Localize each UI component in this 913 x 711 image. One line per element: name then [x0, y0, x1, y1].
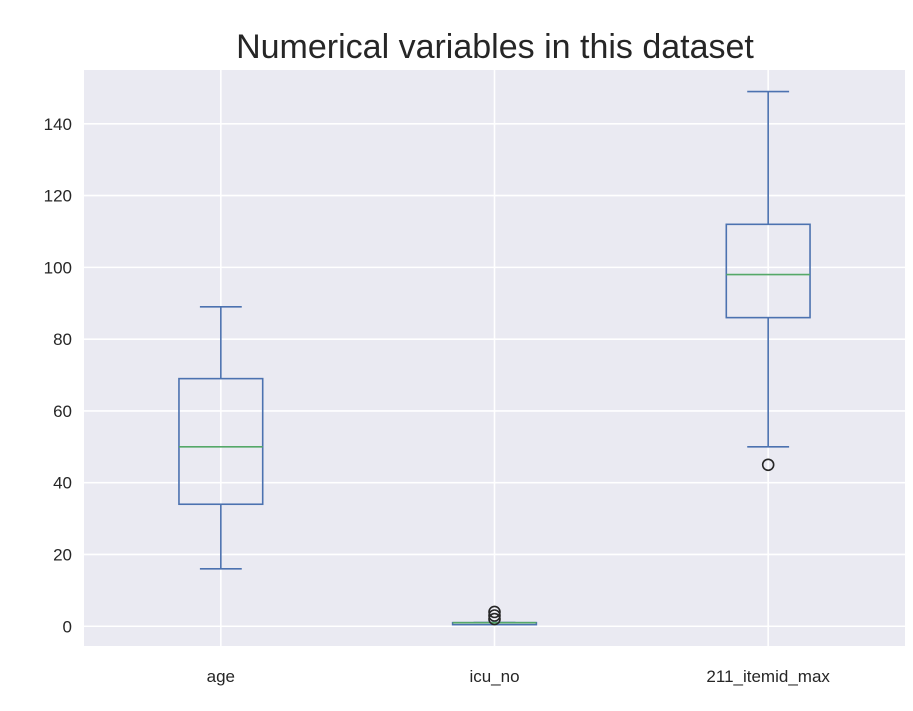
y-axis-ticks: 0 20 40 60 80 100 120 140 [44, 115, 72, 636]
box-icu-no [451, 605, 538, 626]
y-tick-label: 120 [44, 187, 72, 206]
box-age [178, 306, 264, 570]
outlier-point [488, 609, 501, 622]
y-tick-label: 60 [53, 402, 72, 421]
y-tick-label: 40 [53, 474, 72, 493]
x-tick-label: icu_no [469, 667, 519, 686]
y-tick-label: 80 [53, 330, 72, 349]
x-tick-label: 211_itemid_max [706, 667, 830, 686]
outlier-point [488, 612, 501, 626]
y-tick-label: 0 [63, 617, 72, 636]
outlier-point [488, 605, 501, 619]
iqr-box [178, 377, 264, 506]
y-tick-label: 100 [44, 258, 72, 277]
y-tick-label: 20 [53, 545, 72, 564]
x-tick-label: age [207, 667, 235, 686]
outlier-point [761, 458, 775, 472]
box-211-itemid-max [725, 90, 811, 472]
chart-title: Numerical variables in this dataset [236, 28, 754, 66]
x-axis-ticks: age icu_no 211_itemid_max [207, 667, 831, 686]
iqr-box [725, 223, 811, 319]
y-tick-label: 140 [44, 115, 72, 134]
box-series [178, 90, 811, 626]
